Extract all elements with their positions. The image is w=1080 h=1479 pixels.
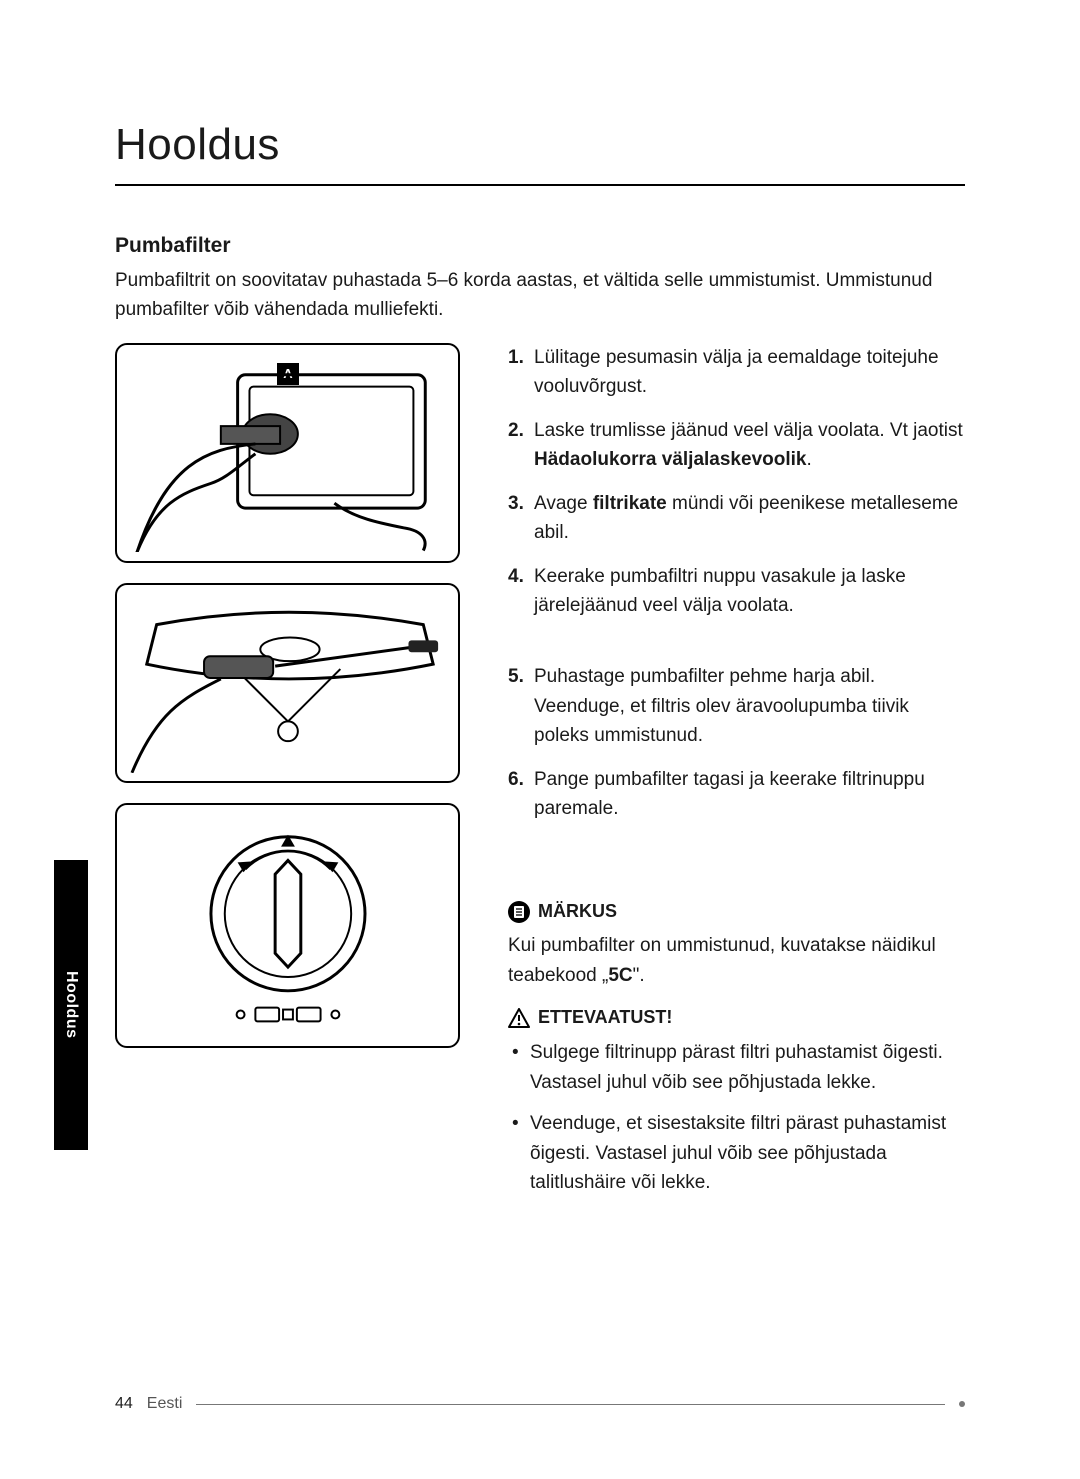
figure-1-illustration bbox=[127, 355, 448, 553]
caution-item: Veenduge, et sisestaksite filtri pärast … bbox=[508, 1109, 965, 1197]
note-body: Kui pumbafilter on ummistunud, kuvatakse… bbox=[508, 931, 965, 990]
step-bold: Hädaolukorra väljalaskevoolik bbox=[534, 449, 806, 470]
section-intro: Pumbafiltrit on soovitatav puhastada 5–6… bbox=[115, 266, 965, 325]
step-text: Puhastage pumbafilter pehme harja abil. … bbox=[534, 666, 909, 746]
figure-2-illustration bbox=[127, 595, 448, 773]
section-heading: Pumbafilter bbox=[115, 234, 965, 258]
step-item: Avage filtrikate mündi või peenikese met… bbox=[508, 489, 965, 548]
step-bold: filtrikate bbox=[593, 493, 667, 514]
caution-heading: ETTEVAATUST! bbox=[508, 1004, 965, 1032]
figure-3 bbox=[115, 803, 460, 1048]
caution-label: ETTEVAATUST! bbox=[538, 1004, 672, 1032]
note-text: Kui pumbafilter on ummistunud, kuvatakse… bbox=[508, 935, 936, 985]
step-item: Keerake pumbafiltri nuppu vasakule ja la… bbox=[508, 562, 965, 621]
warning-icon bbox=[508, 1008, 530, 1028]
note-label: MÄRKUS bbox=[538, 898, 617, 926]
step-item: Lülitage pesumasin välja ja eemaldage to… bbox=[508, 343, 965, 402]
side-tab-label: Hooldus bbox=[62, 971, 80, 1039]
figure-2 bbox=[115, 583, 460, 783]
step-text: Keerake pumbafiltri nuppu vasakule ja la… bbox=[534, 566, 906, 616]
side-tab: Hooldus bbox=[54, 860, 88, 1150]
page-footer: 44 Eesti bbox=[115, 1395, 965, 1413]
note-text: ". bbox=[633, 965, 645, 986]
footer-language: Eesti bbox=[147, 1395, 183, 1413]
note-icon bbox=[508, 901, 530, 923]
footer-rule bbox=[196, 1404, 945, 1405]
note-code: 5C bbox=[608, 965, 632, 986]
caution-list: Sulgege filtrinupp pärast filtri puhasta… bbox=[508, 1038, 965, 1197]
step-text: Pange pumbafilter tagasi ja keerake filt… bbox=[534, 769, 925, 819]
page-title: Hooldus bbox=[115, 120, 965, 170]
step-text: . bbox=[806, 449, 811, 470]
step-item: Puhastage pumbafilter pehme harja abil. … bbox=[508, 662, 965, 750]
step-text: Laske trumlisse jäänud veel välja voolat… bbox=[534, 420, 963, 441]
text-column: Lülitage pesumasin välja ja eemaldage to… bbox=[508, 343, 965, 1210]
page-number: 44 bbox=[115, 1395, 133, 1413]
title-rule bbox=[115, 184, 965, 186]
caution-item: Sulgege filtrinupp pärast filtri puhasta… bbox=[508, 1038, 965, 1097]
figure-1: A bbox=[115, 343, 460, 563]
step-text: Lülitage pesumasin välja ja eemaldage to… bbox=[534, 347, 939, 397]
figures-column: A bbox=[115, 343, 460, 1210]
step-text: Avage bbox=[534, 493, 593, 514]
step-item: Pange pumbafilter tagasi ja keerake filt… bbox=[508, 765, 965, 824]
page: Hooldus Pumbafilter Pumbafiltrit on soov… bbox=[0, 0, 1080, 1479]
note-heading: MÄRKUS bbox=[508, 898, 965, 926]
step-item: Laske trumlisse jäänud veel välja voolat… bbox=[508, 416, 965, 475]
steps-list-1to4: Lülitage pesumasin välja ja eemaldage to… bbox=[508, 343, 965, 621]
figure-3-illustration bbox=[127, 815, 448, 1037]
steps-list-5to6: Puhastage pumbafilter pehme harja abil. … bbox=[508, 662, 965, 823]
two-column-layout: A bbox=[115, 343, 965, 1210]
footer-dot bbox=[959, 1401, 965, 1407]
